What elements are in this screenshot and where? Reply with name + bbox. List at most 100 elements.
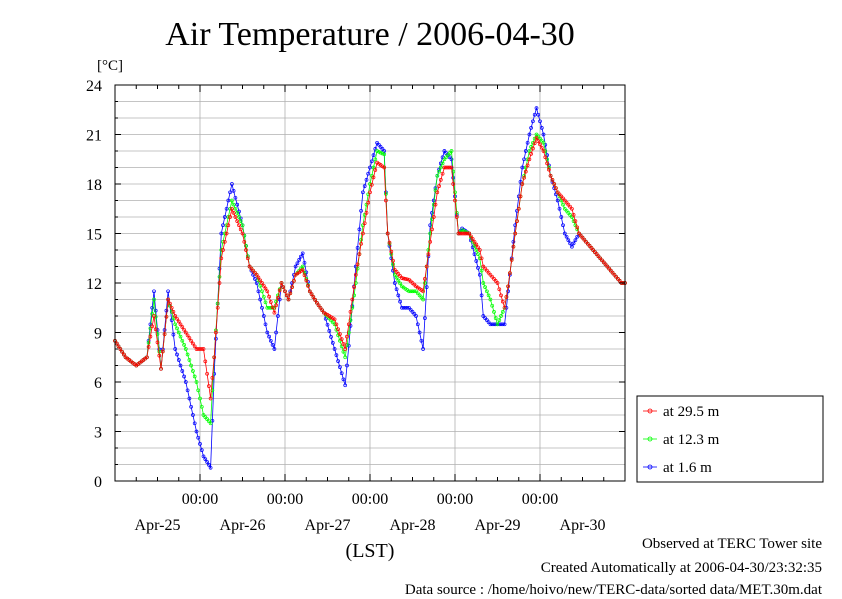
data-point — [265, 330, 270, 335]
data-point — [199, 404, 204, 409]
data-point — [242, 239, 247, 244]
data-point — [235, 211, 240, 215]
data-point — [194, 380, 199, 384]
data-point — [343, 347, 348, 351]
data-point — [584, 239, 588, 244]
data-point — [531, 140, 535, 145]
data-point — [557, 192, 562, 197]
data-point — [155, 340, 160, 345]
data-point — [359, 237, 363, 242]
data-point — [433, 202, 438, 207]
data-point — [311, 295, 316, 299]
data-point — [281, 285, 286, 289]
data-point — [408, 307, 413, 312]
x-axis-label: (LST) — [346, 540, 395, 562]
data-point — [470, 237, 475, 241]
data-point — [531, 119, 535, 124]
data-point — [207, 463, 211, 467]
data-point — [320, 308, 325, 313]
data-point — [201, 454, 206, 459]
legend: at 29.5 m at 12.3 m at 1.6 m — [636, 395, 824, 483]
x-tick-label-date: Apr-28 — [390, 517, 436, 534]
x-tick-label-time: 00:00 — [352, 491, 388, 508]
data-point — [465, 231, 470, 236]
data-point — [428, 239, 433, 244]
data-point — [359, 208, 363, 213]
data-point — [194, 429, 199, 434]
data-point — [352, 285, 356, 289]
data-point — [571, 213, 576, 217]
data-point — [490, 322, 495, 327]
data-point — [550, 178, 555, 182]
data-point — [555, 198, 560, 203]
data-point — [433, 188, 438, 193]
data-point — [476, 245, 480, 250]
data-point — [492, 310, 496, 314]
data-point — [330, 341, 335, 345]
data-point — [453, 198, 457, 203]
data-point — [260, 281, 264, 285]
data-point — [534, 135, 539, 140]
data-point — [561, 223, 565, 228]
data-point — [263, 286, 268, 291]
data-point — [506, 289, 510, 294]
data-point — [368, 190, 372, 195]
data-point — [398, 274, 402, 278]
data-point — [483, 285, 487, 289]
data-point — [300, 267, 305, 272]
data-point — [267, 294, 271, 299]
data-point — [240, 223, 245, 228]
data-point — [525, 140, 530, 145]
data-point — [215, 305, 220, 310]
data-point — [366, 200, 371, 205]
data-point — [396, 278, 401, 283]
data-point — [288, 291, 293, 296]
data-point — [228, 215, 232, 219]
data-point — [562, 231, 567, 236]
data-point — [240, 231, 245, 236]
data-point — [415, 322, 420, 327]
data-point — [339, 344, 344, 349]
data-point — [153, 308, 158, 313]
data-point — [408, 289, 413, 294]
data-point — [575, 225, 580, 230]
data-point — [205, 417, 209, 421]
data-point — [150, 312, 155, 316]
data-point — [426, 252, 431, 256]
data-point — [469, 234, 473, 239]
data-point — [400, 276, 404, 280]
data-point — [477, 248, 482, 252]
data-point — [407, 289, 411, 294]
data-point — [446, 165, 450, 170]
y-tick-label: 3 — [94, 425, 102, 442]
data-point — [339, 371, 344, 376]
data-point — [444, 155, 448, 160]
data-point — [438, 165, 443, 170]
data-point — [265, 289, 270, 294]
data-point — [403, 277, 408, 281]
data-point — [401, 276, 406, 281]
data-point — [396, 272, 401, 276]
data-point — [336, 359, 340, 363]
data-point — [500, 310, 505, 314]
data-point — [419, 338, 424, 343]
data-point — [235, 202, 240, 207]
data-point — [122, 352, 126, 357]
data-point — [421, 347, 425, 351]
legend-swatch-marker — [647, 408, 653, 414]
data-point — [600, 258, 604, 263]
data-point — [346, 343, 351, 348]
data-point — [380, 151, 385, 156]
data-point — [538, 136, 542, 141]
data-point — [373, 147, 378, 151]
data-point — [231, 189, 236, 193]
data-point — [545, 161, 549, 166]
data-point — [527, 149, 532, 153]
data-point — [191, 341, 195, 346]
data-point — [332, 347, 337, 351]
data-point — [175, 316, 179, 321]
data-point — [500, 322, 505, 327]
data-point — [295, 261, 300, 266]
data-point — [527, 157, 532, 162]
